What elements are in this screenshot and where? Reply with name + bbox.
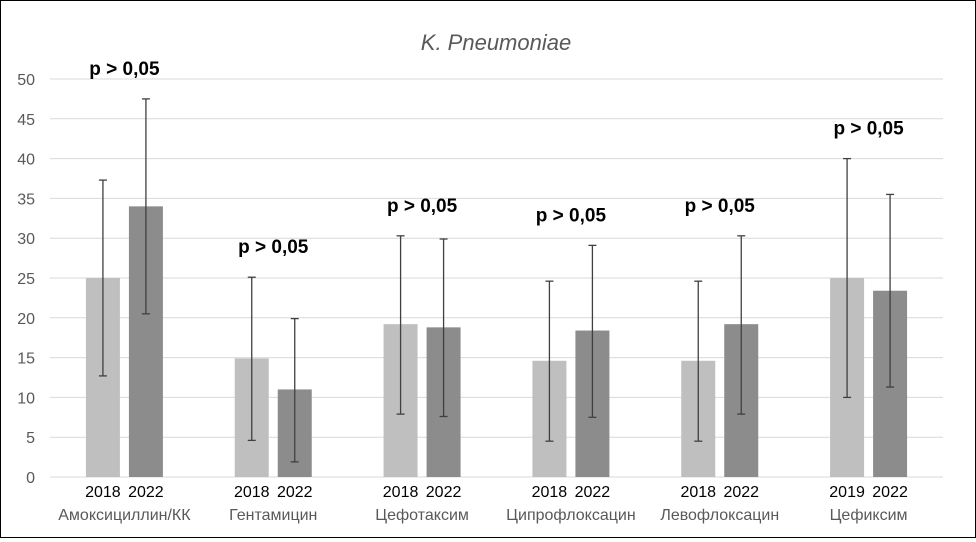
p-value-label: p > 0,05 [89, 59, 160, 80]
x-category-label: Гентамицин [229, 507, 317, 524]
x-year-label: 2018 [234, 484, 270, 501]
y-tick-label: 0 [26, 470, 35, 487]
x-axis-labels: 2018 2022 Амоксициллин/КК 2018 2022 Гентамици… [58, 484, 908, 524]
x-category-label: Цефотаксим [375, 507, 469, 524]
y-tick-label: 20 [17, 311, 35, 328]
p-value-label: p > 0,05 [536, 205, 607, 226]
p-value-annotations: p > 0,05 p > 0,05 p > 0,05 p > 0,05 p > 0,05… [89, 59, 904, 258]
x-year-label: 2019 [829, 484, 865, 501]
x-category-label: Цефиксим [830, 507, 908, 524]
y-tick-label: 45 [17, 112, 35, 129]
y-tick-label: 25 [17, 271, 35, 288]
y-tick-label: 50 [17, 72, 35, 89]
p-value-label: p > 0,05 [685, 196, 756, 217]
y-tick-label: 30 [17, 231, 35, 248]
x-year-label: 2018 [680, 484, 716, 501]
x-category-label: Левофлоксацин [660, 507, 779, 524]
x-category-label: Ципрофлоксацин [506, 507, 635, 524]
x-year-label: 2018 [383, 484, 419, 501]
bars [85, 206, 908, 478]
y-tick-label: 5 [26, 430, 35, 447]
error-bars [98, 98, 895, 463]
x-year-label: 2022 [872, 484, 908, 501]
y-axis-tick-labels: 0 5 10 15 20 25 30 35 40 45 50 [17, 72, 35, 487]
p-value-label: p > 0,05 [387, 196, 458, 217]
chart-title: K. Pneumoniae [421, 30, 571, 55]
x-year-label: 2022 [426, 484, 462, 501]
x-category-label: Амоксициллин/КК [58, 507, 191, 524]
x-year-label: 2022 [277, 484, 313, 501]
x-year-label: 2018 [532, 484, 568, 501]
y-tick-label: 10 [17, 390, 35, 407]
y-tick-label: 35 [17, 191, 35, 208]
x-year-label: 2022 [128, 484, 164, 501]
y-tick-label: 15 [17, 351, 35, 368]
x-year-label: 2022 [723, 484, 759, 501]
p-value-label: p > 0,05 [238, 237, 309, 258]
p-value-label: p > 0,05 [833, 119, 904, 140]
grid-lines [50, 78, 943, 478]
x-year-label: 2022 [575, 484, 611, 501]
x-year-label: 2018 [85, 484, 121, 501]
y-tick-label: 40 [17, 152, 35, 169]
